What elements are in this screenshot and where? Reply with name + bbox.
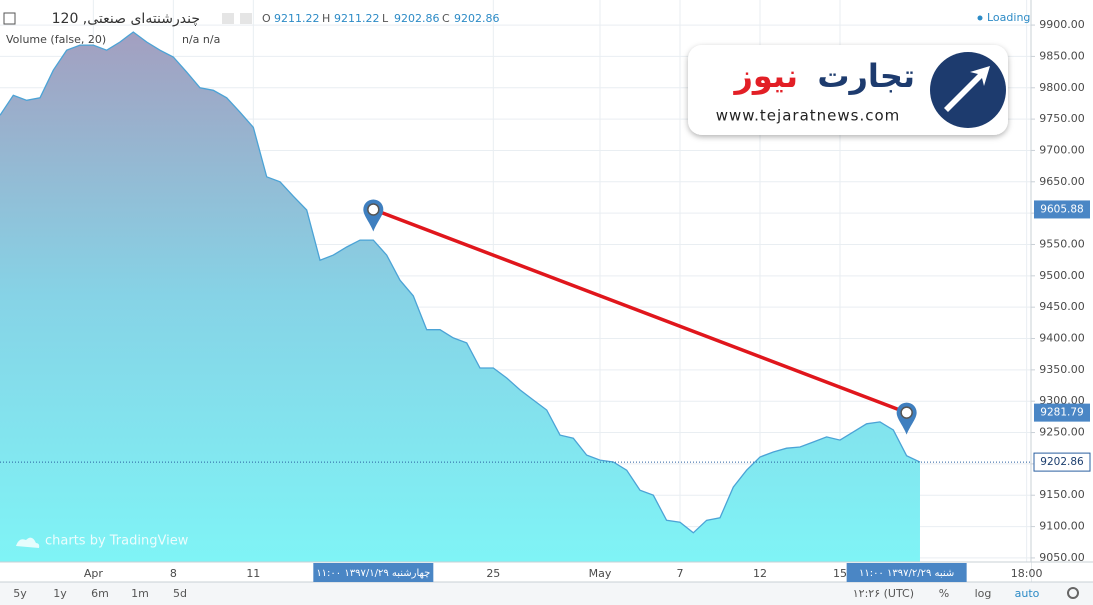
pin-dot bbox=[367, 203, 380, 216]
logo-title-part: نیوز bbox=[732, 57, 798, 95]
loading-dot bbox=[977, 15, 983, 21]
y-tick-label: 9650.00 bbox=[1039, 175, 1085, 188]
x-tick-label: Apr bbox=[84, 567, 104, 580]
x-tick-label: May bbox=[589, 567, 612, 580]
scale-option[interactable]: % bbox=[939, 587, 949, 600]
logo-box bbox=[688, 45, 1008, 135]
trend-price-box bbox=[1034, 200, 1090, 219]
y-tick-label: 9250.00 bbox=[1039, 426, 1085, 439]
range-button[interactable]: 5d bbox=[173, 587, 187, 600]
settings-icon[interactable] bbox=[222, 13, 234, 24]
range-button[interactable]: 5y bbox=[13, 587, 27, 600]
ohlc-name: C bbox=[442, 12, 450, 25]
y-tick-label: 9750.00 bbox=[1039, 112, 1085, 125]
scale-option[interactable]: auto bbox=[1015, 587, 1040, 600]
ohlc-name: H bbox=[322, 12, 330, 25]
ohlc-value: 9202.86 bbox=[454, 12, 500, 25]
trend-line bbox=[372, 207, 908, 415]
logo-url: www.tejaratnews.com bbox=[716, 107, 901, 125]
last-price-box bbox=[1033, 452, 1091, 472]
crosshair-label: شنبه ۱۳۹۷/۲/۲۹ ۱۱:۰۰ bbox=[859, 568, 954, 579]
crosshair-label-bg bbox=[846, 563, 967, 582]
y-tick-label: 9850.00 bbox=[1039, 49, 1085, 62]
x-tick-label: 7 bbox=[676, 567, 683, 580]
area-fill bbox=[0, 32, 920, 562]
y-tick-label: 9500.00 bbox=[1039, 269, 1085, 282]
ohlc-value: 9211.22 bbox=[334, 12, 380, 25]
area-line bbox=[0, 31, 921, 534]
plot bbox=[0, 31, 1031, 562]
x-tick-label: 8 bbox=[170, 567, 177, 580]
y-tick-label: 9150.00 bbox=[1039, 488, 1085, 501]
range-button[interactable]: 1y bbox=[53, 587, 67, 600]
y-tick-label: 9350.00 bbox=[1039, 363, 1085, 376]
ohlc-name: L bbox=[382, 12, 389, 25]
watermark-icon bbox=[16, 537, 40, 548]
logo-arrow bbox=[944, 66, 990, 112]
x-axis-bg bbox=[0, 562, 1031, 582]
trend-price-label: 9605.88 bbox=[1040, 203, 1083, 215]
pin-dot bbox=[900, 406, 913, 419]
status: Loading bbox=[987, 11, 1030, 24]
collapse-icon[interactable] bbox=[3, 12, 16, 25]
crosshair-label-bg bbox=[313, 563, 434, 582]
y-tick-label: 9900.00 bbox=[1039, 18, 1085, 31]
indicator-name: Volume (false, 20) bbox=[6, 33, 106, 46]
y-tick-label: 9450.00 bbox=[1039, 300, 1085, 313]
trend-price-label: 9281.79 bbox=[1040, 407, 1083, 419]
trend-price-box bbox=[1034, 403, 1090, 422]
toolbar bbox=[0, 582, 1093, 605]
x-tick-label: 15 bbox=[833, 567, 847, 580]
scale-option[interactable]: log bbox=[975, 587, 992, 600]
y-tick-label: 9700.00 bbox=[1039, 143, 1085, 156]
y-tick-label: 9800.00 bbox=[1039, 81, 1085, 94]
watermark: charts by TradingView bbox=[45, 534, 189, 549]
x-tick-label: 12 bbox=[753, 567, 767, 580]
range-button[interactable]: 1m bbox=[131, 587, 149, 600]
crosshair-label: چهارشنبه ۱۳۹۷/۱/۲۹ ۱۱:۰۰ bbox=[316, 568, 430, 579]
y-tick-label: 9100.00 bbox=[1039, 520, 1085, 533]
x-tick-label: 11 bbox=[246, 567, 260, 580]
y-tick-label: 9550.00 bbox=[1039, 237, 1085, 250]
ohlc-value: 9202.86 bbox=[394, 12, 440, 25]
y-tick-label: 9050.00 bbox=[1039, 551, 1085, 564]
overlay: 9050.009100.009150.009200.009250.009300.… bbox=[3, 11, 1091, 600]
y-tick-label: 9400.00 bbox=[1039, 332, 1085, 345]
ohlc-name: O bbox=[262, 12, 271, 25]
indicator-values: n/a n/a bbox=[182, 33, 220, 46]
range-button[interactable]: 6m bbox=[91, 587, 109, 600]
hide-icon[interactable] bbox=[240, 13, 252, 24]
settings-gear[interactable] bbox=[1067, 587, 1079, 599]
x-tick-label: 18:00 bbox=[1011, 567, 1043, 580]
x-tick-label: 25 bbox=[486, 567, 500, 580]
logo-title-part: تجارت bbox=[817, 57, 915, 95]
toolbar-time: ۱۲:۲۶ (UTC) bbox=[853, 587, 914, 600]
last-price-label: 9202.86 bbox=[1040, 456, 1084, 468]
ohlc-value: 9211.22 bbox=[274, 12, 320, 25]
series-title: چندرشنته‌ای صنعتی, 120 bbox=[52, 11, 200, 27]
